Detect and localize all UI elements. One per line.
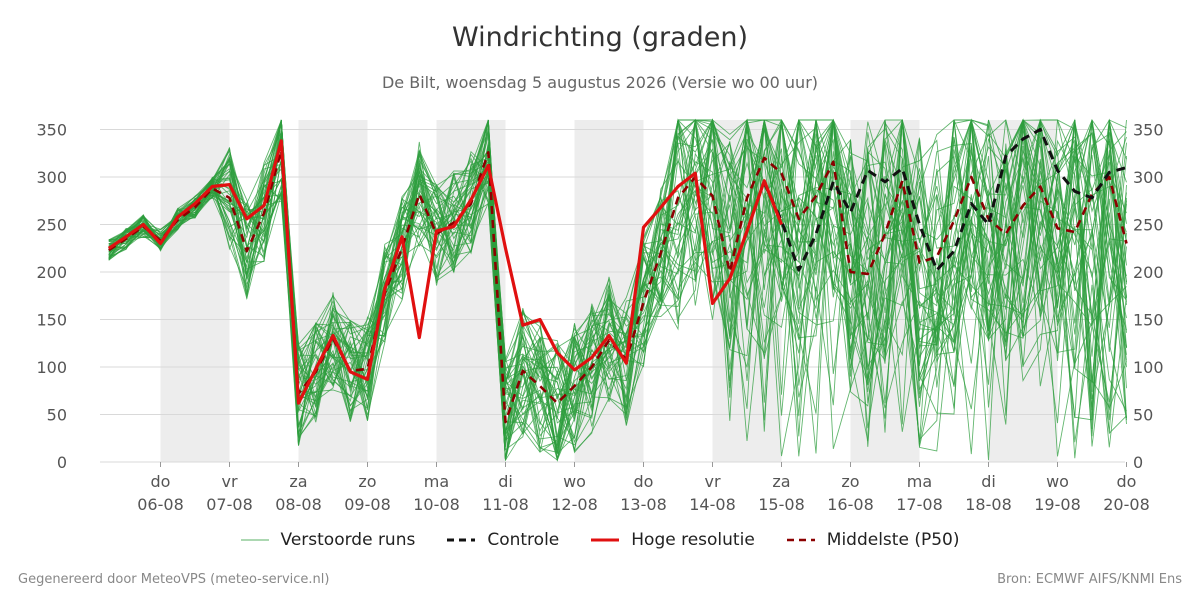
- y-tick-label-right: 100: [1133, 358, 1164, 377]
- legend-label-perturbed: Verstoorde runs: [280, 530, 416, 550]
- y-tick-label: 200: [36, 263, 67, 282]
- legend-item-perturbed: Verstoorde runs: [240, 530, 416, 550]
- y-tick-label: 150: [36, 311, 67, 330]
- x-tick-day: di: [498, 472, 513, 491]
- x-tick-date: 20-08: [1103, 495, 1150, 514]
- x-tick-date: 11-08: [482, 495, 529, 514]
- x-tick-date: 06-08: [137, 495, 184, 514]
- x-tick-date: 13-08: [620, 495, 667, 514]
- y-tick-label-right: 250: [1133, 216, 1164, 235]
- x-tick-day: do: [1117, 472, 1137, 491]
- x-tick-day: do: [151, 472, 171, 491]
- legend-label-highres: Hoge resolutie: [631, 530, 755, 550]
- x-tick-day: ma: [907, 472, 932, 491]
- chart-subtitle: De Bilt, woensdag 5 augustus 2026 (Versi…: [381, 73, 819, 92]
- ensemble-member-line: [108, 119, 1127, 437]
- y-tick-label-right: 50: [1133, 406, 1153, 425]
- y-tick-label: 50: [47, 406, 67, 425]
- ensemble-member-line: [108, 119, 1127, 417]
- legend-item-highres: Hoge resolutie: [591, 530, 755, 550]
- x-tick-date: 08-08: [275, 495, 322, 514]
- footer-source: Bron: ECMWF AIFS/KNMI Ens: [997, 572, 1182, 587]
- legend-item-median: Middelste (P50): [786, 530, 960, 550]
- legend-swatch-control: [447, 538, 476, 542]
- x-tick-date: 10-08: [413, 495, 460, 514]
- x-tick-date: 18-08: [965, 495, 1012, 514]
- legend-label-median: Middelste (P50): [826, 530, 960, 550]
- x-tick-day: ma: [424, 472, 449, 491]
- x-tick-day: vr: [704, 472, 720, 491]
- x-tick-date: 09-08: [344, 495, 391, 514]
- x-tick-day: vr: [221, 472, 237, 491]
- y-tick-label-right: 300: [1133, 168, 1164, 187]
- y-tick-label: 300: [36, 168, 67, 187]
- series-hoge-resolutie: [107, 139, 783, 405]
- ensemble-member-line: [108, 119, 1127, 451]
- ensemble-member-line: [108, 118, 1127, 455]
- legend-swatch-highres: [591, 538, 620, 542]
- x-tick-date: 16-08: [827, 495, 874, 514]
- y-tick-label-right: 200: [1133, 263, 1164, 282]
- ensemble-member-line: [108, 119, 1127, 450]
- y-tick-label: 350: [36, 121, 67, 140]
- x-tick-day: zo: [358, 472, 376, 491]
- series-controle: [762, 128, 1127, 272]
- y-tick-label: 250: [36, 216, 67, 235]
- x-tick-day: do: [634, 472, 654, 491]
- legend-label-control: Controle: [487, 530, 560, 550]
- y-tick-label-right: 350: [1133, 121, 1164, 140]
- y-tick-label: 100: [36, 358, 67, 377]
- x-tick-day: za: [772, 472, 790, 491]
- chart-legend: Verstoorde runs Controle Hoge resolutie …: [0, 530, 1200, 550]
- ensemble-member-line: [108, 118, 1127, 461]
- x-tick-day: di: [981, 472, 996, 491]
- x-tick-date: 12-08: [551, 495, 598, 514]
- footer-generator: Gegenereerd door MeteoVPS (meteo-service…: [18, 572, 330, 587]
- legend-swatch-perturbed: [240, 539, 269, 541]
- legend-item-control: Controle: [447, 530, 559, 550]
- ensemble-member-line: [108, 118, 1127, 452]
- x-tick-day: zo: [841, 472, 859, 491]
- y-tick-label-right: 0: [1133, 453, 1143, 472]
- x-tick-date: 17-08: [896, 495, 943, 514]
- legend-swatch-median: [786, 538, 815, 542]
- x-tick-day: wo: [563, 472, 586, 491]
- y-tick-label: 0: [57, 453, 67, 472]
- x-tick-date: 19-08: [1034, 495, 1081, 514]
- ensemble-member-line: [108, 119, 1127, 445]
- x-tick-date: 14-08: [689, 495, 736, 514]
- chart-title: Windrichting (graden): [451, 22, 749, 53]
- y-tick-label-right: 150: [1133, 311, 1164, 330]
- x-tick-date: 07-08: [206, 495, 253, 514]
- x-tick-date: 15-08: [758, 495, 805, 514]
- x-tick-day: wo: [1046, 472, 1069, 491]
- x-tick-day: za: [289, 472, 307, 491]
